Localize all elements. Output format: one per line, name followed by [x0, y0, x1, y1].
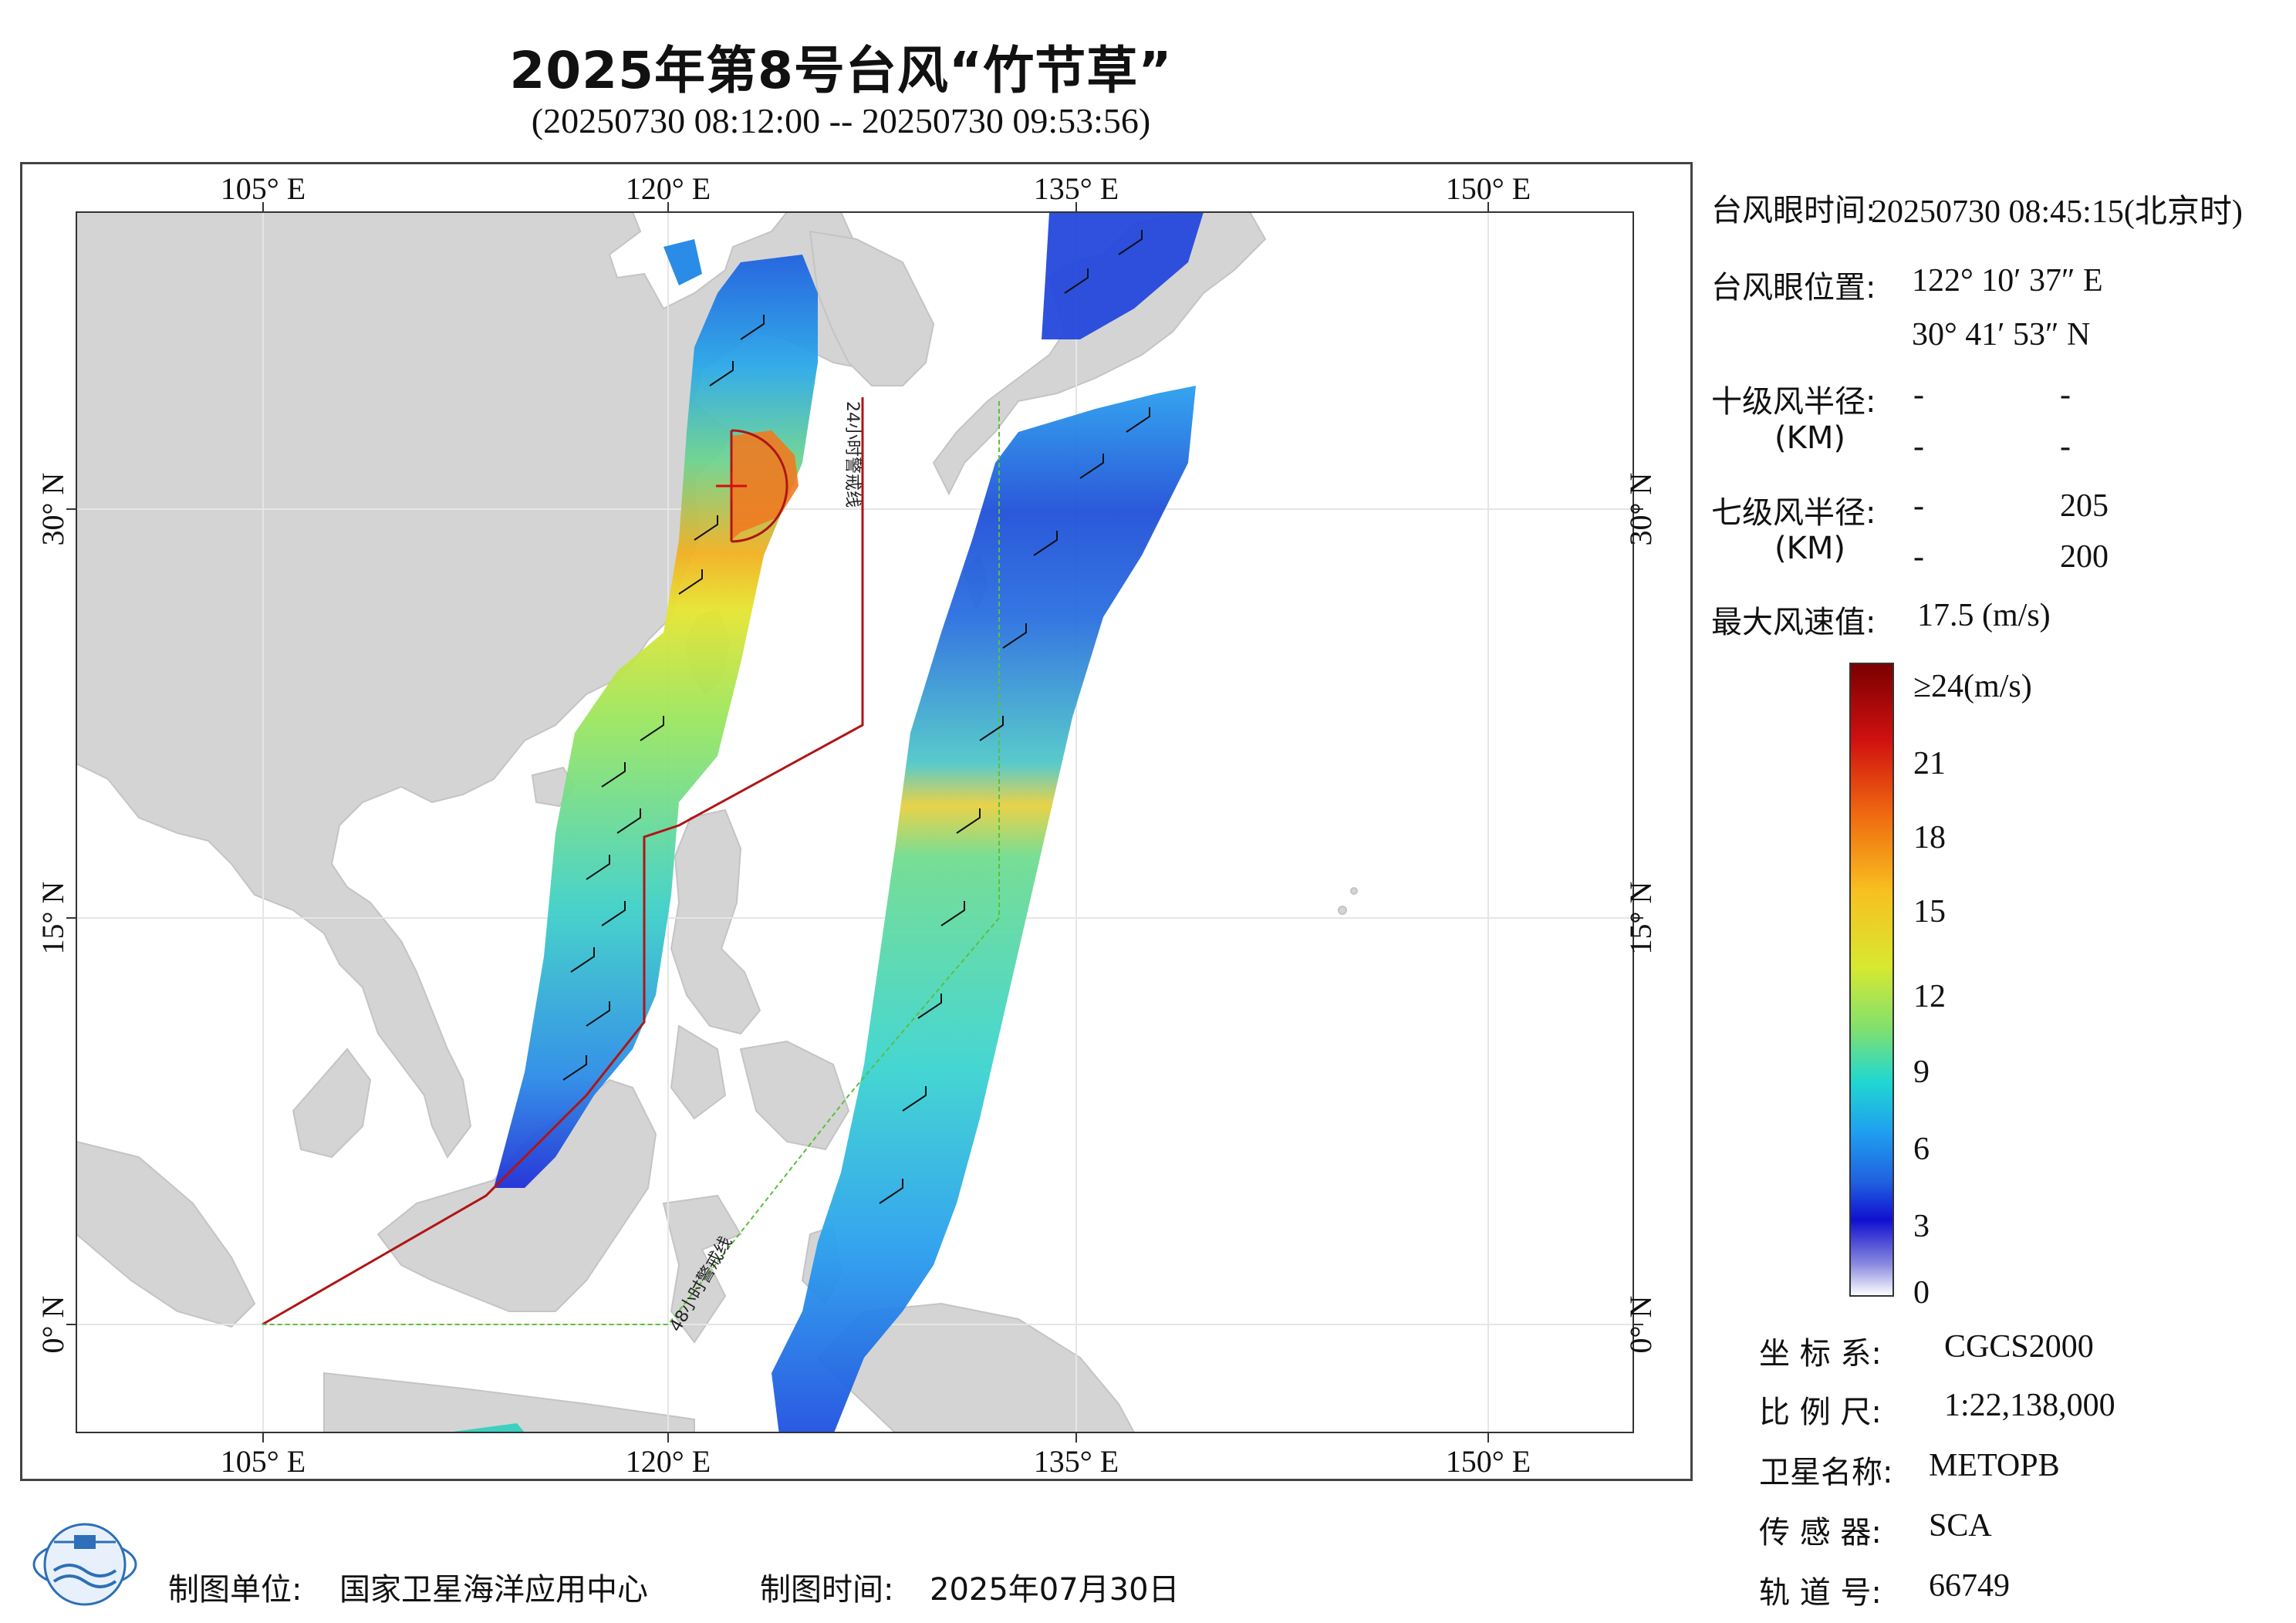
lat-tick-right: 0° N [1623, 1296, 1658, 1354]
r10-value: - [1913, 429, 1924, 464]
colorbar-label: ≥24(m/s) [1913, 669, 2032, 704]
lon-tick-bottom: 120° E [626, 1444, 711, 1479]
lon-tick-bottom: 150° E [1446, 1444, 1531, 1479]
max-wind-value: 17.5 (m/s) [1917, 598, 2051, 633]
r10-value: - [2060, 377, 2071, 413]
r7-value: - [1913, 539, 1924, 575]
crs-label: 坐 标 系: [1759, 1336, 1882, 1372]
r7-value: 205 [2060, 488, 2109, 524]
satellite-value: METOPB [1929, 1448, 2060, 1483]
colorbar-label: 18 [1913, 820, 1946, 855]
lat-tick-left: 15° N [35, 882, 70, 955]
r7-quadrant [731, 429, 788, 543]
lon-tick-top: 150° E [1446, 171, 1531, 206]
lat-tick-right: 15° N [1623, 882, 1658, 955]
r7-value: - [1913, 488, 1924, 524]
scale-label: 比 例 尺: [1759, 1395, 1882, 1430]
warning-line-24h [262, 397, 864, 1326]
max-wind-label: 最大风速值: [1711, 605, 1876, 640]
lon-tick-bottom: 135° E [1034, 1444, 1119, 1479]
lon-tick-top: 120° E [626, 171, 711, 206]
typhoon-core-wind [731, 430, 799, 540]
nsoas-logo [32, 1523, 137, 1606]
tick-marks [66, 202, 1643, 1442]
lat-tick-right: 30° N [1623, 473, 1658, 546]
eye-longitude: 122° 10′ 37″ E [1912, 263, 2103, 299]
map-border [76, 211, 1634, 1433]
swath-east [772, 386, 1196, 1432]
r10-value: - [1913, 377, 1924, 413]
sensor-label: 传 感 器: [1759, 1515, 1882, 1550]
warning-line-24h-label: 24小时警戒线 [842, 401, 862, 508]
eye-time-label: 台风眼时间: [1711, 193, 1876, 228]
colorbar-label: 3 [1913, 1209, 1930, 1244]
swath-north [1042, 212, 1204, 339]
map-frame [20, 162, 1693, 1481]
lat-tick-left: 0° N [35, 1296, 70, 1354]
crs-value: CGCS2000 [1944, 1329, 2094, 1365]
producer-label: 制图单位: [168, 1572, 302, 1608]
orbit-value: 66749 [1929, 1568, 2010, 1604]
r10-value: - [2060, 429, 2071, 464]
lon-tick-top: 105° E [221, 171, 306, 206]
wind-barbs [562, 230, 1150, 1204]
r7-value: 200 [2060, 539, 2109, 575]
eye-position-label: 台风眼位置: [1711, 270, 1876, 305]
warning-line-48h [262, 401, 1000, 1325]
map-canvas: 24小时警戒线 48小时警戒线 [76, 212, 1633, 1432]
producer-value: 国家卫星海洋应用中心 [339, 1572, 648, 1608]
r10-unit: (KM) [1774, 420, 1845, 456]
colorbar-label: 15 [1913, 894, 1946, 930]
satellite-label: 卫星名称: [1759, 1455, 1893, 1490]
lon-tick-top: 135° E [1034, 171, 1119, 206]
eye-time-value: 20250730 08:45:15(北京时) [1871, 194, 2243, 230]
colorbar-label: 6 [1913, 1132, 1930, 1167]
colorbar-label: 0 [1913, 1275, 1930, 1311]
date-value: 2025年07月30日 [930, 1572, 1180, 1608]
colorbar-label: 12 [1913, 979, 1946, 1014]
r7-unit: (KM) [1774, 531, 1845, 566]
sensor-value: SCA [1929, 1508, 1992, 1544]
colorbar [1849, 663, 1894, 1297]
swath-bohai [663, 239, 702, 285]
eye-latitude: 30° 41′ 53″ N [1912, 317, 2091, 353]
lon-tick-bottom: 105° E [221, 1444, 306, 1479]
r7-label: 七级风半径: [1711, 495, 1876, 531]
orbit-label: 轨 道 号: [1759, 1575, 1882, 1611]
date-label: 制图时间: [760, 1572, 894, 1608]
swath-south [447, 1423, 525, 1432]
map-title: 2025年第8号台风“竹节草” [509, 41, 1173, 100]
colorbar-label: 21 [1913, 746, 1946, 781]
scale-value: 1:22,138,000 [1944, 1388, 2115, 1423]
lat-tick-left: 30° N [35, 473, 70, 546]
time-range-subtitle: (20250730 08:12:00 -- 20250730 09:53:56) [531, 101, 1151, 140]
colorbar-label: 9 [1913, 1054, 1930, 1090]
r10-label: 十级风半径: [1711, 384, 1876, 420]
